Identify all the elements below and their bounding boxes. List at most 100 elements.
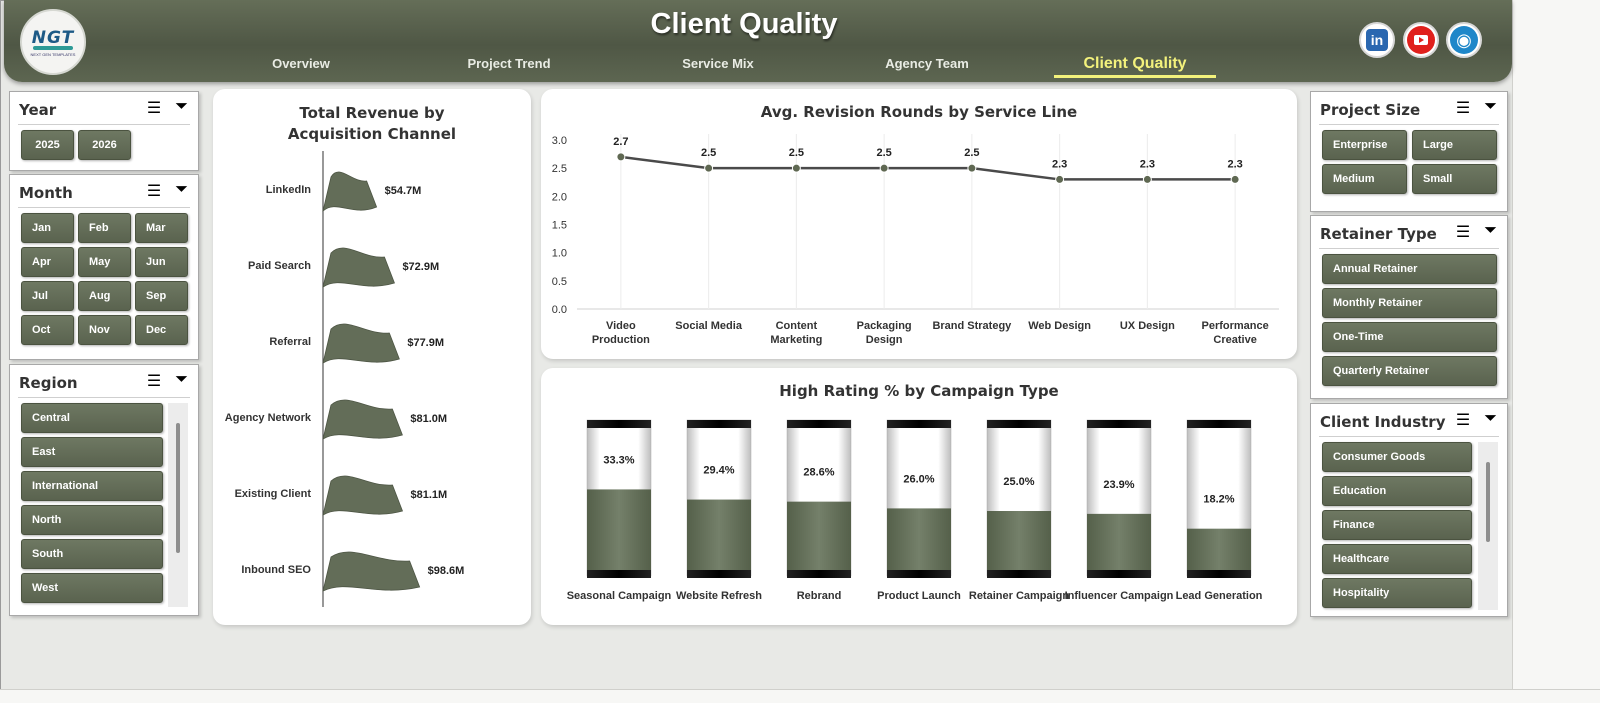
rating-bar <box>1087 513 1151 576</box>
bar-cap-top <box>887 420 951 428</box>
multi-select-icon[interactable]: ☰ <box>146 100 162 117</box>
retainer-button-2[interactable]: One-Time <box>1322 322 1497 352</box>
multi-select-icon[interactable]: ☰ <box>1455 100 1471 117</box>
clear-filter-icon[interactable]: ⏷ <box>1484 98 1497 115</box>
month-button-may[interactable]: May <box>78 247 131 277</box>
x-category-label: Seasonal Campaign <box>567 590 672 602</box>
bar-cap-bottom <box>587 570 651 578</box>
tab-client-quality[interactable]: Client Quality <box>1050 55 1220 78</box>
retainer-button-1[interactable]: Monthly Retainer <box>1322 288 1497 318</box>
x-category-label: Website Refresh <box>676 590 762 602</box>
y-tick-label: 0.5 <box>552 276 567 288</box>
clear-filter-icon[interactable]: ⏷ <box>1484 222 1497 239</box>
month-button-aug[interactable]: Aug <box>78 281 131 311</box>
month-button-sep[interactable]: Sep <box>135 281 188 311</box>
youtube-button[interactable] <box>1403 22 1439 58</box>
retainer-button-3[interactable]: Quarterly Retainer <box>1322 356 1497 386</box>
divider <box>1319 124 1499 125</box>
multi-select-icon[interactable]: ☰ <box>146 373 162 390</box>
website-button[interactable]: ◉ <box>1446 22 1482 58</box>
region-button-central[interactable]: Central <box>21 403 163 433</box>
multi-select-icon[interactable]: ☰ <box>1455 412 1471 429</box>
industry-button-1[interactable]: Education <box>1322 476 1472 506</box>
industry-button-4[interactable]: Hospitality <box>1322 578 1472 608</box>
revenue-bar <box>322 475 404 516</box>
bar-cap-bottom <box>987 570 1051 578</box>
rating-bar <box>987 511 1051 576</box>
x-category-label: Lead Generation <box>1176 590 1263 602</box>
data-label: 2.3 <box>1227 158 1242 170</box>
industry-button-2[interactable]: Finance <box>1322 510 1472 540</box>
clear-filter-icon[interactable]: ⏷ <box>175 98 188 115</box>
chart-title: Avg. Revision Rounds by Service Line <box>760 103 1078 121</box>
slicer-title: Month <box>19 184 73 202</box>
x-category-label: Social Media <box>675 320 743 332</box>
size-button-small[interactable]: Small <box>1412 164 1497 194</box>
tab-agency-team[interactable]: Agency Team <box>885 56 969 71</box>
region-scrollbar[interactable] <box>168 403 188 607</box>
youtube-icon <box>1407 26 1435 54</box>
multi-select-icon[interactable]: ☰ <box>146 183 162 200</box>
linkedin-button[interactable]: in <box>1359 22 1395 58</box>
month-button-oct[interactable]: Oct <box>21 315 74 345</box>
tab-service-mix[interactable]: Service Mix <box>682 56 754 71</box>
logo-swoosh <box>33 45 73 50</box>
data-label: 28.6% <box>803 467 834 479</box>
month-button-dec[interactable]: Dec <box>135 315 188 345</box>
retainer-button-0[interactable]: Annual Retainer <box>1322 254 1497 284</box>
month-button-mar[interactable]: Mar <box>135 213 188 243</box>
company-logo: NGT NEXT GEN TEMPLATES <box>20 9 86 75</box>
size-button-large[interactable]: Large <box>1412 130 1497 160</box>
y-tick-label: 3.0 <box>552 135 567 147</box>
y-tick-label: 2.0 <box>552 191 567 203</box>
slicer-title: Project Size <box>1320 101 1421 119</box>
month-button-jul[interactable]: Jul <box>21 281 74 311</box>
slicer-title: Client Industry <box>1320 413 1446 431</box>
category-label: Referral <box>269 336 311 348</box>
slicer-retainer-type: Retainer Type ☰ ⏷ Annual Retainer Monthly … <box>1310 215 1508 399</box>
slicer-month: Month ☰ ⏷ Jan Feb Mar Apr May Jun Jul Aug Sep Oct N… <box>9 174 199 360</box>
industry-button-3[interactable]: Healthcare <box>1322 544 1472 574</box>
scroll-thumb[interactable] <box>1486 462 1490 542</box>
bar-cap-bottom <box>1087 570 1151 578</box>
scroll-thumb[interactable] <box>176 423 180 553</box>
clear-filter-icon[interactable]: ⏷ <box>175 181 188 198</box>
month-button-nov[interactable]: Nov <box>78 315 131 345</box>
data-point <box>967 163 977 173</box>
category-label: Agency Network <box>225 412 312 424</box>
data-label: 2.7 <box>613 136 628 148</box>
category-label: Paid Search <box>248 260 311 272</box>
rating-bar <box>887 508 951 576</box>
x-category-label: Influencer Campaign <box>1065 590 1174 602</box>
clear-filter-icon[interactable]: ⏷ <box>175 371 188 388</box>
multi-select-icon[interactable]: ☰ <box>1455 224 1471 241</box>
industry-scrollbar[interactable] <box>1478 442 1498 610</box>
month-button-jun[interactable]: Jun <box>135 247 188 277</box>
region-button-east[interactable]: East <box>21 437 163 467</box>
data-label: 2.3 <box>1140 158 1155 170</box>
rating-chart: 33.3% Seasonal Campaign 29.4% Website Refre… <box>567 419 1263 602</box>
region-button-north[interactable]: North <box>21 505 163 535</box>
size-button-enterprise[interactable]: Enterprise <box>1322 130 1407 160</box>
divider <box>18 207 190 208</box>
tab-overview[interactable]: Overview <box>272 56 330 71</box>
sheet-margin-bottom <box>0 689 1600 703</box>
month-button-apr[interactable]: Apr <box>21 247 74 277</box>
industry-button-0[interactable]: Consumer Goods <box>1322 442 1472 472</box>
bar-cap-bottom <box>787 570 851 578</box>
region-button-international[interactable]: International <box>21 471 163 501</box>
month-button-jan[interactable]: Jan <box>21 213 74 243</box>
year-button-2026[interactable]: 2026 <box>78 130 131 160</box>
revenue-by-channel-card: Total Revenue by Acquisition Channel Lin… <box>213 89 531 625</box>
data-point <box>616 152 626 162</box>
tab-project-trend[interactable]: Project Trend <box>467 56 551 71</box>
size-button-medium[interactable]: Medium <box>1322 164 1407 194</box>
bar-cap-bottom <box>1187 570 1251 578</box>
bar-cap-top <box>687 420 751 428</box>
region-button-west[interactable]: West <box>21 573 163 603</box>
year-button-2025[interactable]: 2025 <box>21 130 74 160</box>
region-button-south[interactable]: South <box>21 539 163 569</box>
month-button-feb[interactable]: Feb <box>78 213 131 243</box>
header-bar: NGT NEXT GEN TEMPLATES Client Quality Ov… <box>4 0 1512 82</box>
clear-filter-icon[interactable]: ⏷ <box>1484 410 1497 427</box>
